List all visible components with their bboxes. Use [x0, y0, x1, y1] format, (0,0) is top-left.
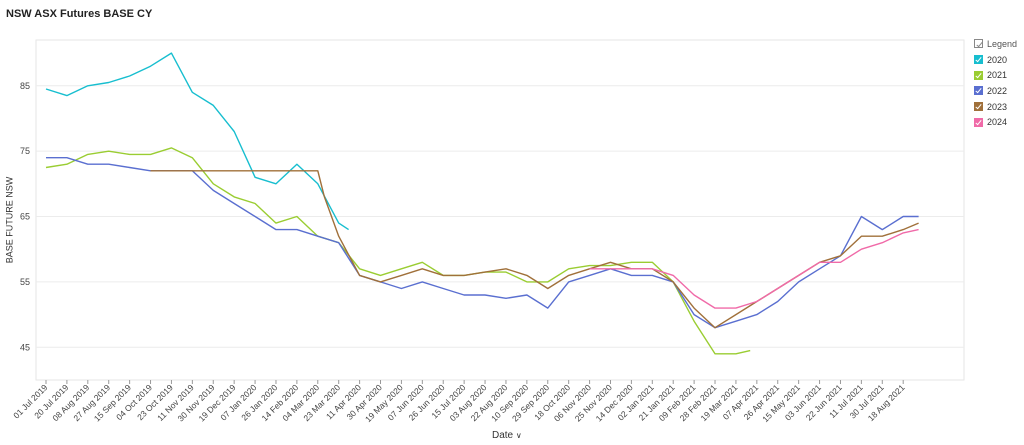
legend-item-2020[interactable]: 2020: [974, 52, 1017, 68]
grid: [36, 85, 964, 348]
y-axis-ticks: 45 55 65 75 85: [20, 81, 30, 353]
plot-area: [35, 39, 965, 381]
y-tick-label: 85: [20, 81, 30, 91]
chevron-down-icon: ∨: [515, 431, 522, 440]
legend-label: 2023: [987, 101, 1008, 112]
checkbox-icon: [974, 117, 983, 127]
x-axis-title[interactable]: Date ∨: [492, 430, 522, 441]
legend-item-2021[interactable]: 2021: [974, 67, 1017, 83]
legend-toggle[interactable]: Legend: [974, 36, 1017, 52]
y-tick-label: 55: [20, 277, 30, 287]
x-axis-title-label: Date: [492, 430, 514, 441]
series-line-2022: [46, 156, 919, 329]
checkbox-icon: [974, 70, 983, 80]
checkbox-icon: [974, 102, 983, 112]
legend-checkbox-icon: [974, 39, 983, 49]
series-line-2021: [45, 147, 751, 355]
y-tick-label: 65: [20, 212, 30, 222]
legend-label: 2020: [987, 54, 1008, 65]
series-line-2020: [45, 52, 349, 231]
legend: Legend 2020 2021 2022 2023 2024: [974, 36, 1017, 130]
series-line-2023: [150, 170, 919, 329]
checkbox-icon: [974, 55, 983, 65]
legend-item-2022[interactable]: 2022: [974, 83, 1017, 99]
chart-title: NSW ASX Futures BASE CY: [6, 8, 153, 20]
legend-item-2023[interactable]: 2023: [974, 99, 1017, 115]
y-tick-label: 75: [20, 146, 30, 156]
series-line-2024: [589, 228, 919, 309]
legend-label: 2024: [987, 117, 1008, 128]
legend-label: 2021: [987, 70, 1008, 81]
legend-title: Legend: [987, 38, 1018, 49]
y-tick-label: 45: [20, 342, 30, 352]
y-axis-title: BASE FUTURE NSW: [4, 176, 15, 264]
series-group: [45, 52, 919, 355]
checkbox-icon: [974, 86, 983, 96]
legend-label: 2022: [987, 85, 1008, 96]
legend-item-2024[interactable]: 2024: [974, 114, 1017, 130]
